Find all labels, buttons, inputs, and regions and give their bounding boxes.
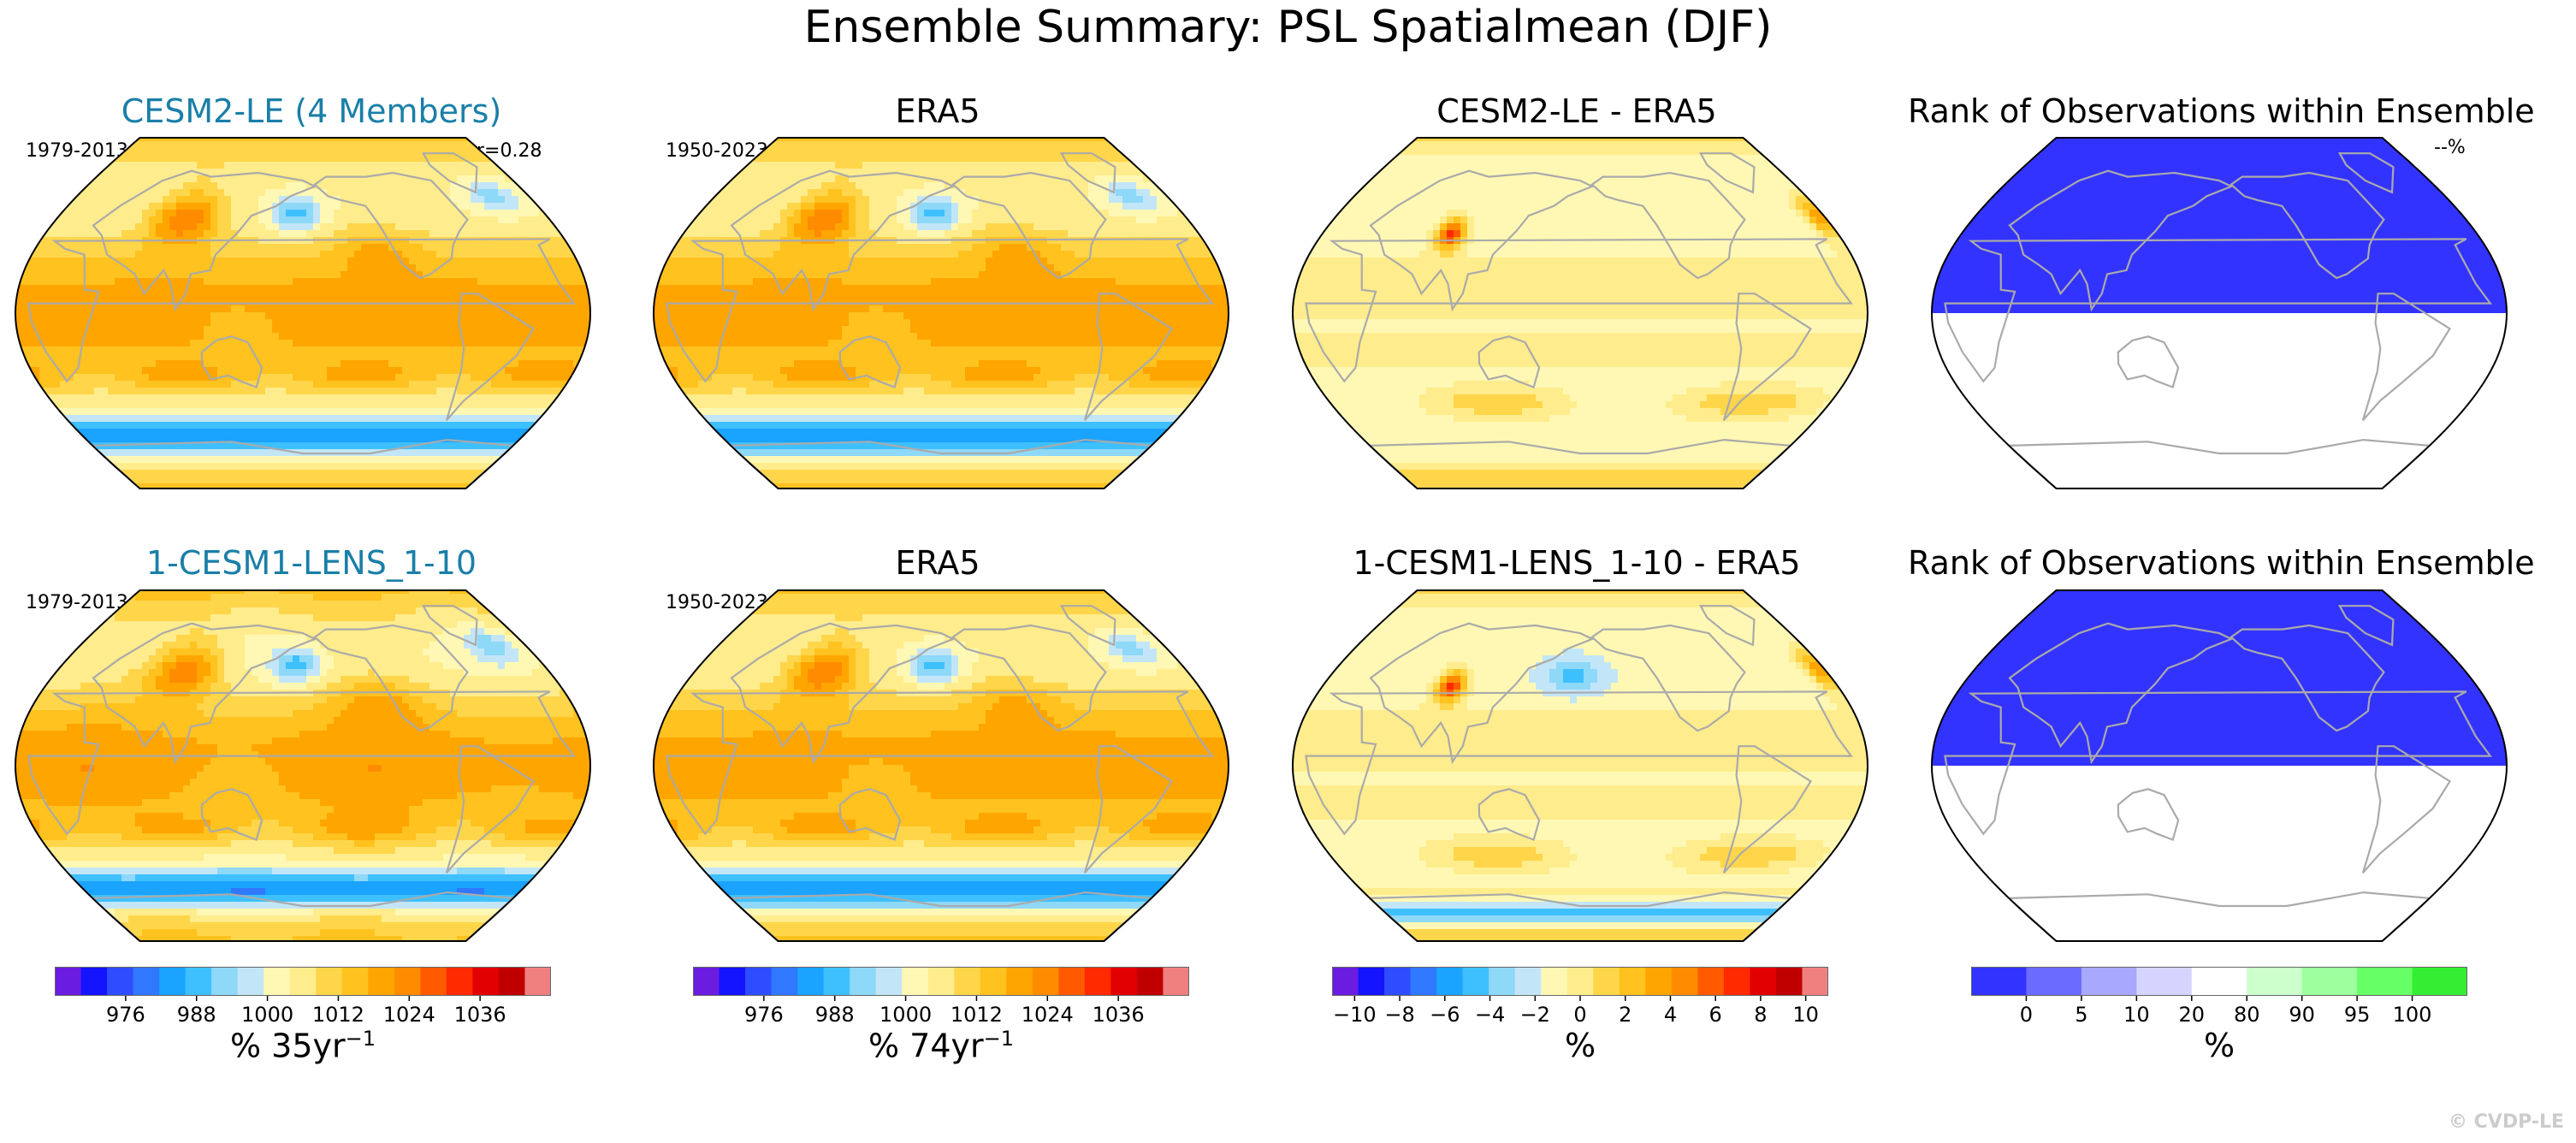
colorbar-tick-label: 1000 bbox=[879, 1003, 932, 1023]
colorbar-tick-label: 2 bbox=[1619, 1003, 1631, 1023]
map-cesm2-minus-era5 bbox=[1291, 137, 1869, 489]
map-cesm1-minus-era5 bbox=[1291, 589, 1869, 942]
colorbar-mean-2: 976 988 1000 1012 1024 1036 bbox=[693, 967, 1189, 1023]
colorbar-label-diff: % bbox=[1324, 1027, 1837, 1064]
panel-title-cesm1: 1-CESM1-LENS_1-10 bbox=[0, 544, 624, 582]
panel-title-era5-top: ERA5 bbox=[625, 92, 1250, 130]
colorbar-tick-label: 10 bbox=[2123, 1003, 2150, 1023]
colorbar-mean-1: 976 988 1000 1012 1024 1036 bbox=[55, 967, 551, 1023]
colorbar-diff: −10 −8 −6 −4 −2 0 2 4 6 8 10 bbox=[1332, 967, 1828, 1023]
colorbar-tick-label: 976 bbox=[106, 1003, 145, 1023]
colorbar-tick-label: 1036 bbox=[454, 1003, 506, 1023]
colorbar-rank: 0 5 10 20 80 90 95 100 bbox=[1971, 967, 2467, 1023]
map-era5-mean-top bbox=[652, 137, 1230, 489]
colorbar-tick-label: 10 bbox=[1792, 1003, 1819, 1023]
colorbar-tick-label: 80 bbox=[2234, 1003, 2260, 1023]
colorbar-tick-label: −8 bbox=[1384, 1003, 1414, 1023]
panel-title-cesm2: CESM2-LE (4 Members) bbox=[0, 92, 624, 130]
colorbar-tick-label: 988 bbox=[815, 1003, 855, 1023]
colorbar-tick-label: 988 bbox=[177, 1003, 216, 1023]
period-label: 1950-2023 bbox=[666, 592, 768, 613]
colorbar-tick-label: 0 bbox=[1573, 1003, 1586, 1023]
colorbar-tick-label: 95 bbox=[2344, 1003, 2371, 1023]
colorbar-tick-label: 20 bbox=[2179, 1003, 2206, 1023]
colorbar-tick-label: 1036 bbox=[1093, 1003, 1145, 1023]
colorbar-label-rank: % bbox=[1963, 1027, 2476, 1064]
colorbar-tick-label: 8 bbox=[1754, 1003, 1767, 1023]
colorbar-tick-label: 1012 bbox=[312, 1003, 364, 1023]
map-rank-top bbox=[1930, 137, 2508, 489]
colorbar-label-mean-2: % 74yr−1 bbox=[684, 1027, 1198, 1065]
colorbar-tick-label: 1024 bbox=[1022, 1003, 1074, 1023]
panel-title-diff-bottom: 1-CESM1-LENS_1-10 - ERA5 bbox=[1264, 544, 1889, 582]
map-cesm2-mean bbox=[14, 137, 592, 489]
colorbar-tick-label: 5 bbox=[2075, 1003, 2087, 1023]
colorbar-tick-label: 6 bbox=[1709, 1003, 1722, 1023]
colorbar-tick-label: 4 bbox=[1664, 1003, 1677, 1023]
figure-title: Ensemble Summary: PSL Spatialmean (DJF) bbox=[0, 2, 2576, 53]
colorbar-tick-label: 90 bbox=[2289, 1003, 2315, 1023]
period-label: 1979-2013 bbox=[26, 592, 128, 613]
colorbar-tick-label: −2 bbox=[1520, 1003, 1550, 1023]
colorbar-tick-label: 100 bbox=[2393, 1003, 2432, 1023]
colorbar-tick-label: 0 bbox=[2020, 1003, 2033, 1023]
panel-title-rank-bottom: Rank of Observations within Ensemble bbox=[1908, 544, 2535, 582]
panel-title-era5-bottom: ERA5 bbox=[625, 544, 1250, 582]
period-label: 1979-2013 bbox=[26, 140, 128, 162]
rank-percent-label: --% bbox=[2434, 137, 2466, 158]
period-label: 1950-2023 bbox=[666, 140, 768, 162]
panel-title-rank-top: Rank of Observations within Ensemble bbox=[1908, 92, 2535, 130]
colorbar-tick-label: 1000 bbox=[241, 1003, 293, 1023]
colorbar-tick-label: −4 bbox=[1475, 1003, 1505, 1023]
panel-title-diff-top: CESM2-LE - ERA5 bbox=[1264, 92, 1889, 130]
map-rank-bottom bbox=[1930, 589, 2508, 942]
colorbar-tick-label: 976 bbox=[744, 1003, 784, 1023]
colorbar-tick-label: −10 bbox=[1333, 1003, 1377, 1023]
colorbar-label-mean-1: % 35yr−1 bbox=[46, 1027, 560, 1065]
colorbar-tick-label: −6 bbox=[1430, 1003, 1460, 1023]
map-cesm1-mean bbox=[14, 589, 592, 942]
cvdp-credit: © CVDP-LE bbox=[2449, 1111, 2564, 1133]
colorbar-tick-label: 1012 bbox=[950, 1003, 1003, 1023]
colorbar-tick-label: 1024 bbox=[383, 1003, 435, 1023]
map-era5-mean-bottom bbox=[652, 589, 1230, 942]
